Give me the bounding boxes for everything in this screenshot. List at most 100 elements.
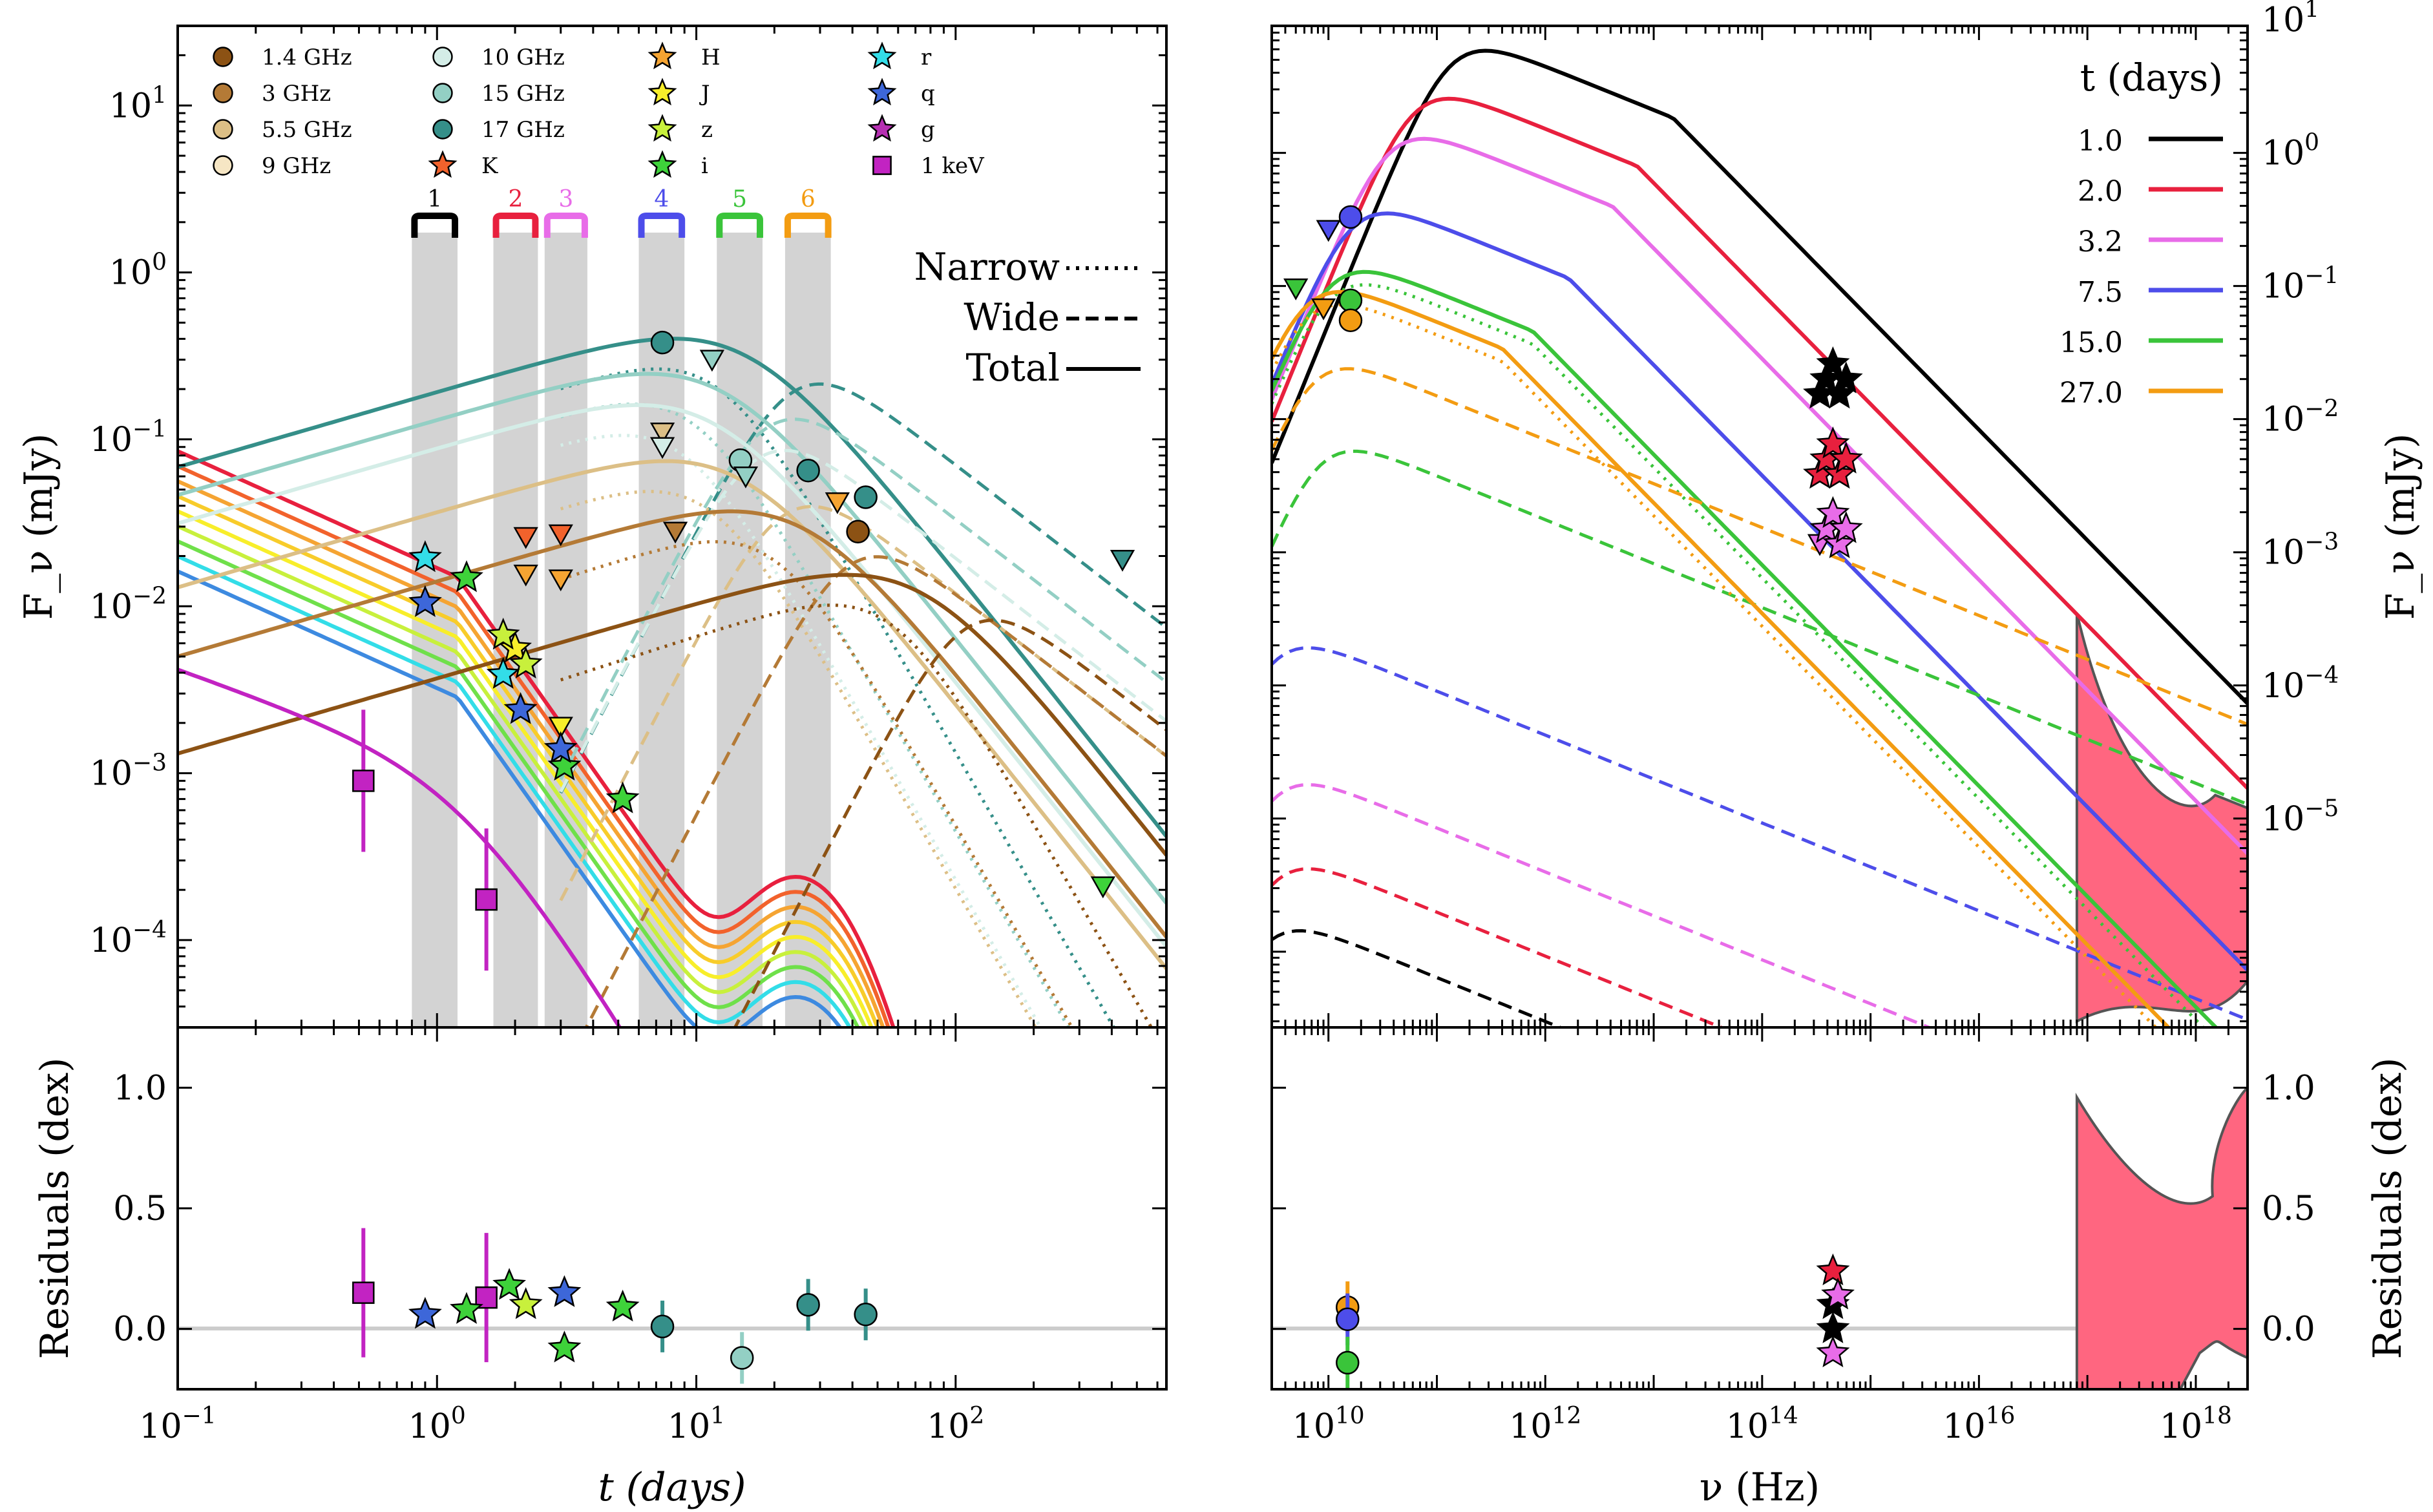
legend-marker-17-GHz: [432, 119, 453, 140]
legend-marker-i: [648, 150, 677, 178]
y-tick-label: 10−1: [90, 416, 167, 459]
data-point-H: [548, 569, 573, 592]
data-point-K: [548, 524, 573, 547]
xray-band: [2075, 613, 2248, 1024]
epoch-bracket-5: [716, 213, 763, 238]
radio-model-curve: [178, 572, 1166, 857]
x-tick-label: 100: [408, 1403, 466, 1446]
residual-point: [1816, 1253, 1850, 1286]
data-point-i: [1090, 876, 1115, 899]
epoch-label-6: 6: [801, 186, 816, 213]
optical-model-curve: [178, 539, 860, 1027]
epoch-label-5: 5: [732, 186, 747, 213]
legend-marker-15-GHz: [432, 83, 453, 103]
residual-point: [606, 1289, 640, 1322]
radio-narrow-curve: [560, 367, 1116, 1027]
residual-point: [352, 1281, 375, 1304]
spectrum-total-27.0: [1272, 289, 2171, 1027]
spectrum-total-15.0: [1272, 269, 2219, 1027]
model-curves: [178, 337, 1166, 1027]
marker-legend: 1.4 GHz 3 GHz 5.5 GHz 9 GHz 10 GHz 15 GHz 17 G…: [213, 41, 985, 179]
spectrum-total-2.0: [1272, 96, 2248, 790]
data-points: [1283, 205, 1863, 558]
data-point-q: [408, 585, 442, 617]
optical-model-curve: [178, 569, 843, 1027]
radio-wide-curve: [559, 417, 1166, 781]
data-point-3-GHz: [662, 521, 688, 544]
data-point-H: [825, 492, 850, 514]
y-tick-label: 101: [2262, 0, 2319, 40]
x-tick-label: 10−1: [139, 1403, 216, 1446]
legend-label: z: [701, 117, 713, 143]
residual-point: [547, 1275, 582, 1307]
optical-point-3.2: [1816, 496, 1850, 529]
radio-point-27.0: [1338, 308, 1363, 332]
residual-point: [492, 1268, 526, 1300]
radio-model-curve: [178, 509, 1166, 938]
y-tick-label: 0.5: [2262, 1190, 2315, 1228]
legend-time-label: 1.0: [2078, 125, 2123, 158]
legend-marker-r: [867, 41, 897, 70]
epoch-band-1: [412, 233, 458, 1027]
legend-marker-1.4-GHz: [213, 47, 233, 67]
time-legend: t (days) 1.0 2.0 3.2 7.5 15.0 27.0: [2059, 56, 2223, 410]
xray-residual-band: [2075, 1086, 2248, 1389]
legend-label: J: [699, 81, 710, 107]
y-axis-title-right-top: F_ν (mJy): [2378, 434, 2423, 620]
data-point-1.4-GHz: [1023, 1067, 1045, 1089]
axis-titles: t (days) ν (Hz) F_ν (mJy) F_ν (mJy) Resi…: [16, 434, 2423, 1510]
legend-marker-g: [867, 114, 897, 142]
residual-point: [509, 1287, 543, 1319]
data-point-q: [543, 731, 578, 763]
legend-time-label: 2.0: [2078, 175, 2123, 208]
data-point-K: [513, 527, 538, 549]
y-tick-label: 100: [109, 249, 167, 293]
y-tick-label: 10−2: [2262, 396, 2339, 439]
residual-point: [730, 1346, 754, 1370]
data-point-15-GHz: [733, 466, 759, 488]
legend-label: r: [921, 45, 932, 70]
legend-label: q: [921, 81, 935, 107]
residual-point: [854, 1303, 878, 1327]
data-point-1-keV: [352, 770, 375, 792]
data-point-5.5-GHz: [649, 422, 675, 445]
epoch-label-2: 2: [509, 186, 523, 213]
xray-model-curve: [178, 667, 622, 1027]
panel-lightcurves: 1 2 3 4 5 6 10−4 10−3 10−2 10−1 100 101 1.4 GHz 3 G…: [90, 25, 1168, 1089]
radio-point-15.0: [1338, 288, 1363, 313]
optical-point-2.0: [1829, 441, 1863, 474]
legend-marker-q: [867, 78, 897, 106]
epoch-label-1: 1: [427, 186, 442, 213]
x-tick-label: 1010: [1292, 1403, 1365, 1446]
x-tick-label: 101: [668, 1403, 725, 1446]
x-tick-label: 1018: [2160, 1403, 2232, 1446]
data-points: [1336, 1253, 1855, 1389]
epoch-brackets: 1 2 3 4 5 6: [411, 186, 832, 238]
x-tick-label: 102: [927, 1403, 984, 1446]
data-points: [352, 1228, 878, 1384]
data-point-z: [486, 617, 520, 650]
residual-point: [408, 1297, 442, 1329]
radio-wide-curve: [584, 555, 1166, 1027]
radio-limit-7.5: [1316, 220, 1341, 242]
y-tick-label: 10−3: [2262, 529, 2339, 572]
residual-point: [1816, 1335, 1850, 1368]
residual-point: [1336, 1307, 1360, 1331]
y-tick-label: 10−1: [2262, 263, 2339, 306]
y-tick-label: 101: [109, 82, 167, 125]
residual-point: [547, 1330, 582, 1363]
legend-label: 10 GHz: [481, 45, 565, 70]
data-point-1.4-GHz: [846, 520, 870, 543]
epoch-label-3: 3: [558, 186, 573, 213]
radio-wide-curve: [559, 382, 1166, 794]
epoch-band-3: [544, 233, 587, 1027]
style-legend-label: Wide: [964, 295, 1060, 339]
ticks: 10−1 100 101 102 0.0 0.5 1.0: [113, 1027, 1166, 1446]
data-point-17-GHz: [1110, 549, 1135, 572]
data-point-r: [408, 540, 442, 572]
data-point-r: [486, 656, 520, 689]
ticks: 10−5 10−4 10−3 10−2 10−1 100 101: [1270, 0, 2339, 1027]
radio-model-curve: [178, 459, 1166, 970]
legend-time-label: 15.0: [2059, 326, 2123, 359]
